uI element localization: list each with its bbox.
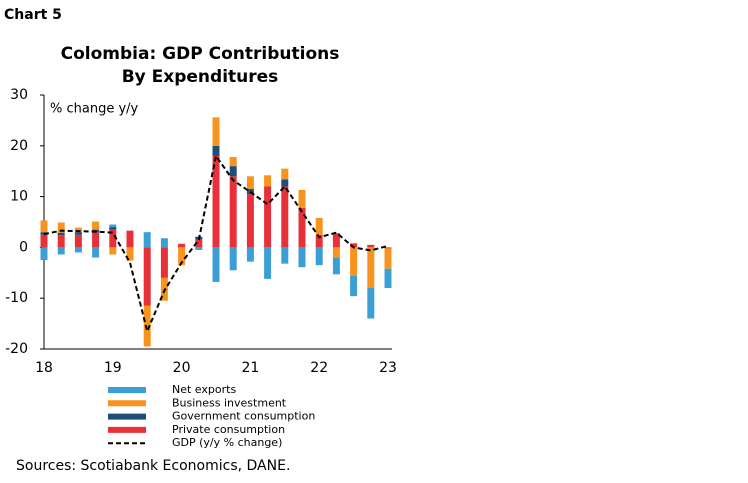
bar-segment: [350, 247, 358, 276]
bar-segment: [264, 175, 272, 187]
bar-segment: [229, 156, 237, 167]
bar-segment: [384, 247, 392, 249]
y-tick-label: 30: [10, 87, 28, 103]
y-axis-label: % change y/y: [50, 102, 139, 117]
y-tick-label: -10: [5, 290, 28, 306]
bar-segment: [195, 239, 203, 248]
bar-segment: [143, 305, 151, 347]
bar-segment: [332, 257, 340, 275]
bar-segment: [92, 232, 100, 248]
bar-segment: [246, 176, 254, 189]
bar-segment: [229, 176, 237, 248]
bar-segment: [298, 207, 306, 248]
x-tick-label: 18: [35, 360, 53, 376]
bar-segment: [229, 166, 237, 177]
bar-segment: [315, 217, 323, 235]
bar-segment: [246, 247, 254, 262]
bar-segment: [143, 232, 151, 248]
x-tick-label: 20: [173, 360, 191, 376]
bar-segment: [367, 244, 375, 248]
bar-segment: [264, 247, 272, 279]
y-tick-label: -20: [5, 341, 28, 357]
bar-segment: [298, 189, 306, 208]
y-tick-label: 10: [10, 189, 28, 205]
legend-label: Private consumption: [172, 423, 285, 436]
bar-segment: [281, 179, 289, 187]
bar-segment: [92, 221, 100, 230]
bar-segment: [40, 247, 48, 261]
chart-title: Colombia: GDP Contributions: [61, 44, 340, 64]
bar-segment: [74, 247, 82, 253]
bar-segment: [212, 117, 220, 146]
bar-segment: [315, 234, 323, 248]
bar-segment: [332, 233, 340, 248]
bar-segment: [109, 227, 117, 230]
y-tick-label: 0: [19, 239, 28, 255]
bar-segment: [281, 186, 289, 248]
bar-segment: [332, 247, 340, 258]
bar-segment: [92, 247, 100, 258]
bar-segment: [212, 155, 220, 248]
bar-segment: [160, 238, 168, 248]
bar-segment: [367, 247, 375, 289]
legend-label: Government consumption: [172, 410, 315, 423]
x-tick-label: 19: [104, 360, 122, 376]
bar-segment: [74, 227, 82, 233]
bar-segment: [74, 234, 82, 248]
bar-segment: [264, 186, 272, 248]
bar-segment: [212, 145, 220, 156]
bar-segment: [350, 243, 358, 248]
bar-segment: [246, 194, 254, 248]
bar-segment: [109, 247, 117, 255]
bar-segment: [40, 234, 48, 248]
bar-segment: [143, 247, 151, 306]
bar-segment: [350, 275, 358, 297]
bar-segment: [229, 247, 237, 271]
bar-segment: [384, 248, 392, 269]
legend-label: GDP (y/y % change): [172, 436, 282, 449]
bar-segment: [109, 224, 117, 228]
chart-label: Chart 5: [4, 7, 62, 23]
x-tick-label: 23: [379, 360, 397, 376]
legend-label: Business investment: [172, 396, 287, 409]
x-tick-label: 22: [310, 360, 328, 376]
bar-segment: [246, 188, 254, 195]
gdp-line: [43, 153, 389, 335]
bar-segment: [281, 168, 289, 180]
bar-segment: [126, 247, 134, 261]
bar-segment: [281, 247, 289, 264]
legend-label: Net exports: [172, 383, 236, 396]
bar-segment: [57, 247, 65, 255]
x-tick-label: 21: [241, 360, 259, 376]
bar-segment: [126, 230, 134, 248]
bar-segment: [57, 232, 65, 236]
bar-segment: [57, 222, 65, 233]
chart-title: By Expenditures: [122, 67, 279, 87]
bar-segment: [160, 247, 168, 278]
bar-segment: [109, 229, 117, 248]
bar-segment: [57, 235, 65, 248]
bar-segment: [298, 247, 306, 268]
y-tick-label: 20: [10, 138, 28, 154]
bar-segment: [178, 243, 186, 248]
bar-segment: [178, 247, 186, 266]
bar-segment: [315, 247, 323, 266]
bar-segment: [195, 247, 203, 250]
bar-segment: [384, 268, 392, 289]
bar-segment: [40, 220, 48, 233]
bar-segment: [212, 247, 220, 282]
source-note: Sources: Scotiabank Economics, DANE.: [16, 458, 290, 474]
bar-segment: [367, 288, 375, 319]
bar-segment: [74, 232, 82, 235]
